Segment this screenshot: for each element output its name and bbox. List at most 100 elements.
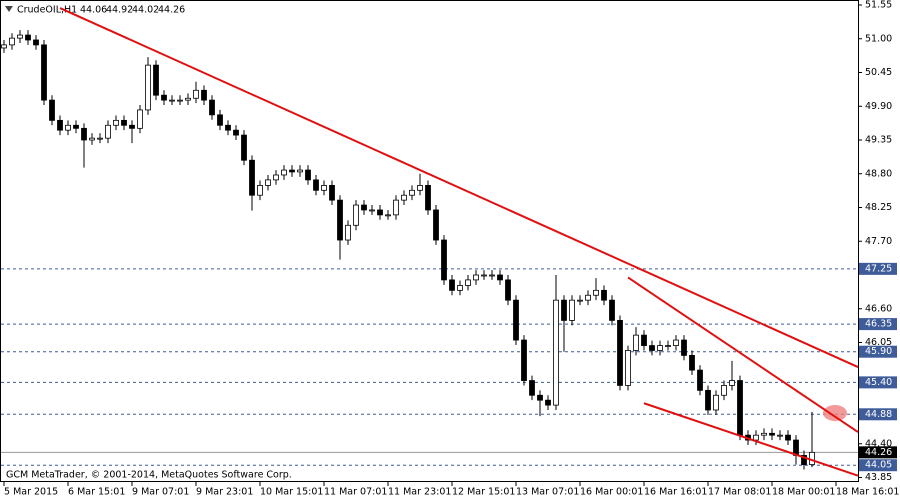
trend-line	[59, 7, 859, 368]
candle-body	[777, 434, 783, 437]
candle-body	[457, 285, 463, 291]
candle-body	[521, 339, 527, 381]
candle-body	[633, 334, 639, 351]
level-label-bg	[859, 318, 897, 331]
candle-body	[305, 169, 311, 181]
candle-body	[401, 194, 407, 201]
candle-body	[337, 199, 343, 241]
candle-body	[265, 179, 271, 186]
candle-body	[273, 174, 279, 181]
x-tick-label: 16 Mar 16:01	[644, 487, 707, 498]
y-tick-label: 50.45	[865, 67, 892, 78]
level-label-bg	[859, 262, 897, 275]
candle-body	[377, 209, 383, 216]
header-close: 44.26	[158, 5, 185, 16]
candle-body	[65, 124, 71, 131]
x-tick-label: 9 Mar 07:01	[132, 487, 189, 498]
x-tick-label: 13 Mar 07:01	[516, 487, 579, 498]
candle-body	[313, 179, 319, 191]
x-tick-label: 18 Mar 00:01	[772, 487, 835, 498]
candle-body	[497, 274, 503, 281]
y-tick-label: 51.00	[865, 33, 892, 44]
candle-body	[9, 37, 15, 46]
candle-body	[353, 204, 359, 226]
candle-body	[681, 339, 687, 356]
candle-body	[249, 159, 255, 196]
candle-body	[97, 137, 103, 140]
candle-body	[137, 109, 143, 129]
candle-body	[689, 354, 695, 371]
current-price-label: 44.26	[865, 447, 892, 458]
candle-body	[201, 89, 207, 101]
chart-title: CrudeOIL,H1	[17, 5, 77, 16]
candle-body	[81, 127, 87, 141]
candle-body	[769, 432, 775, 436]
candle-body	[289, 169, 295, 173]
x-tick-label: 11 Mar 23:01	[388, 487, 451, 498]
candle-body	[145, 64, 151, 111]
candle-body	[537, 394, 543, 401]
y-tick-label: 43.85	[865, 472, 892, 483]
candle-body	[785, 434, 791, 441]
candle-body	[217, 114, 223, 126]
candle-body	[129, 124, 135, 129]
candle-body	[241, 134, 247, 161]
candle-body	[41, 44, 47, 101]
y-tick-label: 48.80	[865, 168, 892, 179]
x-tick-label: 10 Mar 15:01	[260, 487, 323, 498]
header-open: 44.06	[80, 5, 107, 16]
candle-body	[281, 169, 287, 176]
candle-body	[545, 399, 551, 406]
candle-body	[113, 119, 119, 126]
candle-body	[481, 274, 487, 277]
candle-body	[361, 204, 367, 211]
candle-body	[649, 345, 655, 351]
x-tick-label: 17 Mar 08:01	[708, 487, 771, 498]
candle-body	[513, 299, 519, 341]
x-tick-label: 12 Mar 15:01	[452, 487, 515, 498]
candle-body	[665, 345, 671, 347]
candle-body	[345, 224, 351, 241]
candle-body	[729, 380, 735, 386]
header-high: 44.92	[106, 5, 133, 16]
candle-body	[193, 89, 199, 99]
x-tick-label: 9 Mar 23:01	[196, 487, 253, 498]
candle-body	[225, 124, 231, 131]
candle-body	[489, 274, 495, 277]
candle-body	[641, 334, 647, 346]
candle-body	[617, 320, 623, 386]
candle-body	[625, 350, 631, 386]
level-label-bg	[859, 376, 897, 389]
x-tick-label: 5 Mar 2015	[4, 487, 58, 498]
y-tick-label: 49.35	[865, 135, 892, 146]
level-label: 45.40	[865, 377, 892, 388]
candle-body	[505, 279, 511, 301]
y-tick-label: 51.55	[865, 0, 892, 11]
candle-body	[473, 274, 479, 281]
candle-body	[185, 97, 191, 101]
candle-body	[657, 345, 663, 351]
x-tick-label: 16 Mar 00:01	[580, 487, 643, 498]
candle-body	[329, 185, 335, 201]
y-tick-label: 48.25	[865, 202, 892, 213]
y-tick-label: 49.90	[865, 101, 892, 112]
candle-body	[121, 119, 127, 126]
candle-body	[761, 432, 767, 436]
candle-body	[177, 99, 183, 102]
candle-body	[441, 239, 447, 281]
candle-body	[153, 64, 159, 96]
candle-body	[393, 199, 399, 216]
x-tick-label: 6 Mar 15:01	[68, 487, 125, 498]
level-label: 44.88	[865, 409, 892, 420]
candle-body	[705, 389, 711, 411]
plot-frame	[0, 0, 859, 482]
candle-body	[801, 455, 807, 466]
candle-body	[409, 189, 415, 196]
highlight-ellipse	[823, 405, 847, 421]
y-tick-label: 47.70	[865, 236, 892, 247]
candle-body	[369, 209, 375, 212]
candle-body	[465, 279, 471, 286]
candle-body	[321, 185, 327, 191]
candle-body	[609, 299, 615, 321]
